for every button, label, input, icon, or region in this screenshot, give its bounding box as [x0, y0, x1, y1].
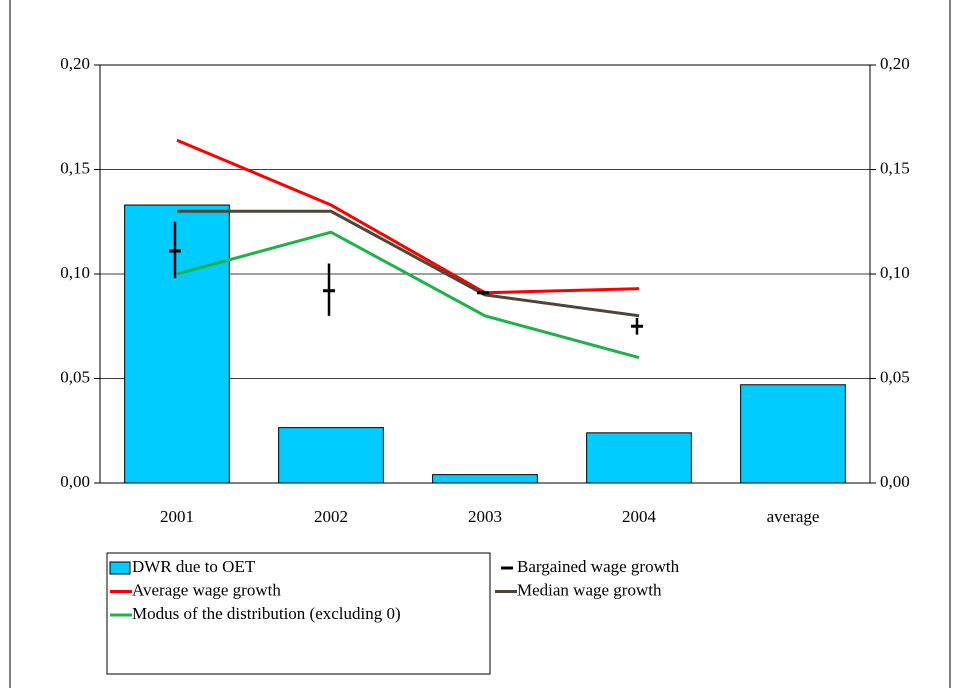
legend-label: DWR due to OET — [132, 557, 256, 576]
legend-label: Median wage growth — [517, 580, 662, 599]
y-tick-label: 0,00 — [60, 472, 90, 491]
legend-box — [106, 552, 491, 675]
line — [176, 138, 640, 295]
x-tick-label: average — [767, 507, 820, 526]
y2-tick-label: 0,00 — [880, 472, 910, 491]
line — [177, 209, 640, 318]
bar — [740, 384, 846, 484]
legend-swatch — [109, 561, 131, 575]
legend-label: Modus of the distribution (excluding 0) — [132, 604, 401, 623]
y2-tick-label: 0,15 — [880, 158, 910, 177]
y2-tick-label: 0,05 — [880, 367, 910, 386]
y2-tick-label: 0,20 — [880, 54, 910, 73]
y-tick-label: 0,20 — [60, 54, 90, 73]
y-tick-label: 0,05 — [60, 367, 90, 386]
frame — [9, 0, 951, 688]
x-tick-label: 2003 — [468, 507, 502, 526]
line — [176, 230, 640, 360]
legend-label: Average wage growth — [132, 580, 281, 599]
bar — [432, 474, 538, 484]
legend-label: Bargained wage growth — [517, 557, 680, 576]
x-tick-label: 2004 — [622, 507, 657, 526]
bar — [278, 427, 384, 484]
x-tick-label: 2001 — [160, 507, 194, 526]
y-tick-label: 0,10 — [60, 263, 90, 282]
bar — [586, 432, 692, 484]
bar — [124, 204, 230, 484]
y2-tick-label: 0,10 — [880, 263, 910, 282]
y-tick-label: 0,15 — [60, 158, 90, 177]
x-tick-label: 2002 — [314, 507, 348, 526]
